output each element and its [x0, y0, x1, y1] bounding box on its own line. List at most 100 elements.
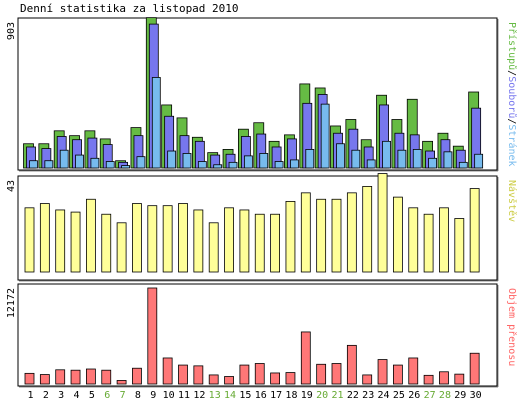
bar-strnek-20 [320, 103, 330, 169]
x-tick-label-9: 9 [150, 390, 156, 401]
bar-bottom-13 [208, 374, 219, 385]
legend-entry: Návštěv [506, 180, 517, 222]
x-tick-label-18: 18 [285, 390, 297, 401]
panel-middle: 43 Návštěv [6, 173, 517, 282]
x-tick-label-21: 21 [331, 390, 343, 401]
bar-bottom-3 [55, 369, 66, 385]
x-tick-label-4: 4 [74, 390, 80, 401]
bar-bottom-17 [270, 372, 281, 385]
x-tick-label-7: 7 [120, 390, 126, 401]
legend-entry: Stránek [506, 124, 517, 166]
bar-bottom-6 [101, 369, 112, 385]
bar-middle-14 [224, 207, 234, 273]
y-max-label: 903 [6, 22, 17, 40]
bar-strnek-30 [474, 153, 484, 169]
bar-middle-6 [101, 213, 112, 273]
x-tick-label-16: 16 [255, 390, 267, 401]
x-tick-label-27: 27 [424, 390, 436, 401]
bar-strnek-7 [121, 165, 130, 169]
bar-bottom-15 [239, 364, 250, 385]
bar-bottom-27 [423, 374, 434, 385]
x-tick-label-13: 13 [209, 390, 221, 401]
bar-middle-16 [254, 213, 265, 273]
bar-middle-4 [70, 211, 81, 273]
bar-bottom-4 [70, 369, 81, 385]
bar-strnek-3 [59, 149, 69, 169]
x-axis-labels: 1 2 3 4 5 6 7 8 9 10 11 12 13 14 15 16 17 18 19 20 21 22 23 24 2… [27, 390, 481, 401]
legend-top: Přístupů/Souborů/Stránek [506, 22, 517, 167]
bar-bottom-9 [147, 287, 158, 385]
bar-middle-24 [377, 173, 388, 273]
legend-entry: / [506, 70, 517, 76]
bar-middle-2 [39, 203, 50, 273]
bar-middle-1 [24, 207, 35, 273]
x-tick-label-29: 29 [454, 390, 466, 401]
bar-bottom-10 [162, 357, 173, 385]
y-max-label: 12172 [6, 288, 17, 318]
bar-middle-8 [132, 203, 142, 273]
bar-middle-13 [208, 222, 219, 273]
panel-top: 903 Přístupů/Souborů/Stránek [6, 17, 517, 172]
bar-strnek-13 [213, 164, 223, 169]
bar-strnek-27 [428, 157, 438, 169]
legend-bottom: Objem přenosu [506, 288, 517, 366]
bar-middle-5 [86, 198, 96, 273]
bar-strnek-26 [412, 149, 422, 169]
x-tick-label-10: 10 [163, 390, 175, 401]
bar-strnek-25 [397, 149, 407, 169]
bar-bottom-5 [86, 368, 96, 385]
x-tick-label-25: 25 [393, 390, 405, 401]
bar-middle-7 [116, 222, 127, 273]
x-tick-label-17: 17 [270, 390, 282, 401]
bar-bottom-7 [116, 380, 127, 385]
legend-entry: / [506, 118, 517, 124]
bar-middle-29 [454, 218, 465, 273]
bar-strnek-1 [29, 160, 38, 169]
bar-strnek-18 [290, 159, 299, 169]
x-tick-label-30: 30 [470, 390, 482, 401]
bar-strnek-19 [305, 149, 315, 169]
bar-middle-20 [316, 198, 327, 273]
bar-strnek-8 [136, 156, 146, 169]
legend-entry: Přístupů [506, 22, 517, 70]
bar-bottom-22 [346, 344, 357, 385]
bar-strnek-14 [228, 161, 238, 169]
x-tick-label-6: 6 [104, 390, 110, 401]
legend-entry: Objem přenosu [506, 288, 517, 366]
x-tick-label-26: 26 [408, 390, 420, 401]
chart-panels: 903 Přístupů/Souborů/Stránek 43 Návštěv 1217… [6, 17, 517, 388]
bar-bottom-24 [377, 359, 388, 385]
bar-strnek-17 [274, 161, 284, 169]
bar-strnek-24 [382, 140, 391, 169]
x-tick-label-15: 15 [239, 390, 251, 401]
bar-middle-27 [423, 213, 434, 273]
bar-strnek-5 [90, 157, 100, 169]
x-tick-label-22: 22 [347, 390, 359, 401]
bar-bottom-20 [316, 363, 327, 385]
x-tick-label-28: 28 [439, 390, 451, 401]
bar-bottom-30 [469, 352, 480, 385]
chart-title: Denní statistika za listopad 2010 [20, 2, 239, 15]
bar-strnek-29 [458, 161, 468, 169]
bar-strnek-22 [351, 149, 361, 169]
bar-bottom-8 [132, 367, 142, 385]
bar-strnek-4 [75, 154, 84, 169]
bar-bottom-2 [39, 374, 50, 385]
bar-strnek-11 [182, 153, 192, 169]
y-max-label: 43 [6, 180, 17, 192]
x-tick-label-2: 2 [43, 390, 49, 401]
legend-middle: Návštěv [506, 180, 517, 222]
bar-middle-23 [362, 186, 373, 273]
bar-strnek-28 [443, 151, 453, 169]
bar-bottom-23 [362, 374, 373, 385]
bar-strnek-9 [151, 77, 161, 169]
x-tick-label-24: 24 [378, 390, 390, 401]
bar-middle-22 [346, 192, 357, 273]
bar-middle-12 [193, 209, 204, 273]
bar-bottom-16 [254, 363, 265, 385]
bar-bottom-1 [24, 372, 35, 385]
bar-middle-26 [408, 207, 419, 273]
bar-bottom-18 [285, 372, 296, 385]
bar-middle-15 [239, 209, 250, 273]
